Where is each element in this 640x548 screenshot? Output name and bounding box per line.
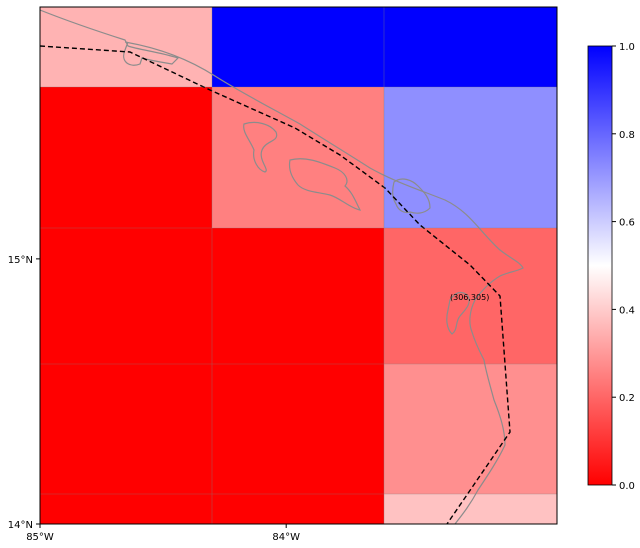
grid-cell	[384, 228, 557, 364]
grid-cell	[40, 87, 212, 228]
grid-cell	[40, 494, 212, 524]
y-tick-label: 14°N	[8, 520, 33, 531]
grid-cell	[384, 364, 557, 494]
grid-lines	[40, 7, 557, 524]
storm-track	[40, 45, 511, 524]
map-frame	[39, 6, 558, 525]
coastline	[40, 9, 524, 524]
grid-cell	[212, 228, 384, 364]
grid-cell	[384, 87, 557, 228]
colorbar-tick-label: 0.8	[619, 130, 635, 141]
grid-cell	[212, 7, 384, 87]
x-tick-label: 85°W	[26, 532, 54, 543]
grid-cell	[212, 87, 384, 228]
coastline-lagoon	[243, 121, 470, 335]
colorbar	[587, 45, 613, 486]
x-tick-label: 84°W	[272, 532, 300, 543]
colorbar-tick-label: 0.0	[619, 481, 635, 492]
grid-cells	[40, 7, 557, 524]
grid-cell	[384, 7, 557, 87]
colorbar-tick-label: 0.6	[619, 218, 635, 229]
grid-cell	[40, 364, 212, 494]
grid-cell	[384, 494, 557, 524]
grid-cell	[212, 494, 384, 524]
y-axis-ticks: 14°N 15°N	[8, 255, 40, 531]
y-tick-label: 15°N	[8, 255, 33, 266]
colorbar-tick-label: 0.2	[619, 393, 635, 404]
colorbar-tick-label: 1.0	[619, 42, 635, 53]
grid-cell	[40, 228, 212, 364]
colorbar-tick-label: 0.4	[619, 305, 635, 316]
x-axis-ticks: 85°W 84°W	[26, 524, 300, 543]
point-annotation: (306,305)	[450, 293, 489, 302]
colorbar-ticks: 0.0 0.2 0.4 0.6 0.8 1.0	[612, 42, 635, 492]
grid-cell	[212, 364, 384, 494]
